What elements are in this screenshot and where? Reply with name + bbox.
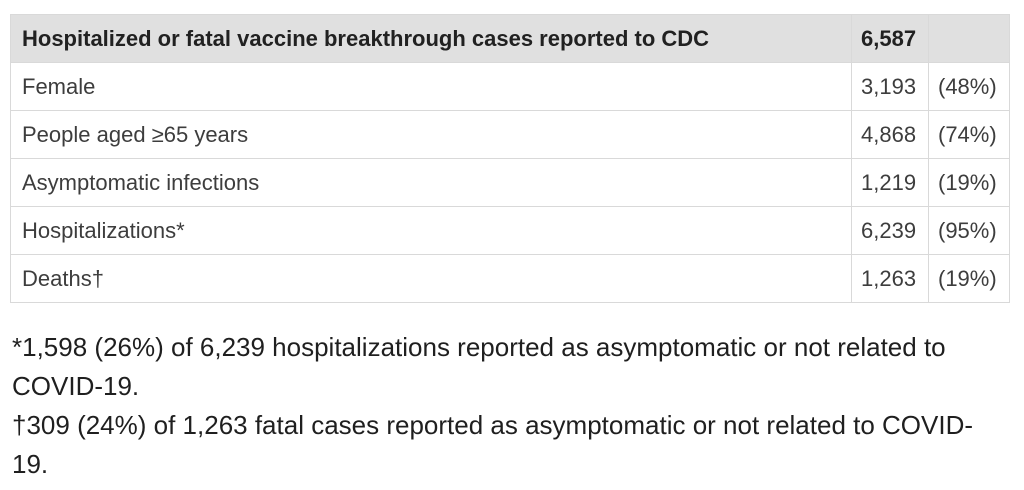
header-title-cell: Hospitalized or fatal vaccine breakthrou… <box>10 14 852 63</box>
table-row-aged-65: People aged ≥65 years 4,868 (74%) <box>10 110 1010 159</box>
row-value-cell: 1,219 <box>851 158 929 207</box>
row-label-cell: Deaths† <box>10 254 852 303</box>
breakthrough-cases-table: Hospitalized or fatal vaccine breakthrou… <box>10 14 1010 303</box>
row-label-cell: Asymptomatic infections <box>10 158 852 207</box>
row-value-cell: 1,263 <box>851 254 929 303</box>
footnote-hospitalizations: *1,598 (26%) of 6,239 hospitalizations r… <box>12 332 946 401</box>
table-row-deaths: Deaths† 1,263 (19%) <box>10 254 1010 303</box>
table-row-asymptomatic: Asymptomatic infections 1,219 (19%) <box>10 158 1010 207</box>
footnote-deaths: †309 (24%) of 1,263 fatal cases reported… <box>12 410 974 479</box>
footnotes-block: *1,598 (26%) of 6,239 hospitalizations r… <box>12 328 1009 484</box>
header-total-cell: 6,587 <box>851 14 929 63</box>
row-label-cell: Female <box>10 62 852 111</box>
row-label-cell: People aged ≥65 years <box>10 110 852 159</box>
header-percent-cell <box>928 14 1010 63</box>
row-value-cell: 6,239 <box>851 206 929 255</box>
table-row-female: Female 3,193 (48%) <box>10 62 1010 111</box>
row-percent-cell: (74%) <box>928 110 1010 159</box>
row-label-cell: Hospitalizations* <box>10 206 852 255</box>
row-value-cell: 3,193 <box>851 62 929 111</box>
table-header-row: Hospitalized or fatal vaccine breakthrou… <box>10 14 1010 63</box>
row-percent-cell: (19%) <box>928 254 1010 303</box>
row-percent-cell: (48%) <box>928 62 1010 111</box>
table-row-hospitalizations: Hospitalizations* 6,239 (95%) <box>10 206 1010 255</box>
row-percent-cell: (19%) <box>928 158 1010 207</box>
row-value-cell: 4,868 <box>851 110 929 159</box>
row-percent-cell: (95%) <box>928 206 1010 255</box>
